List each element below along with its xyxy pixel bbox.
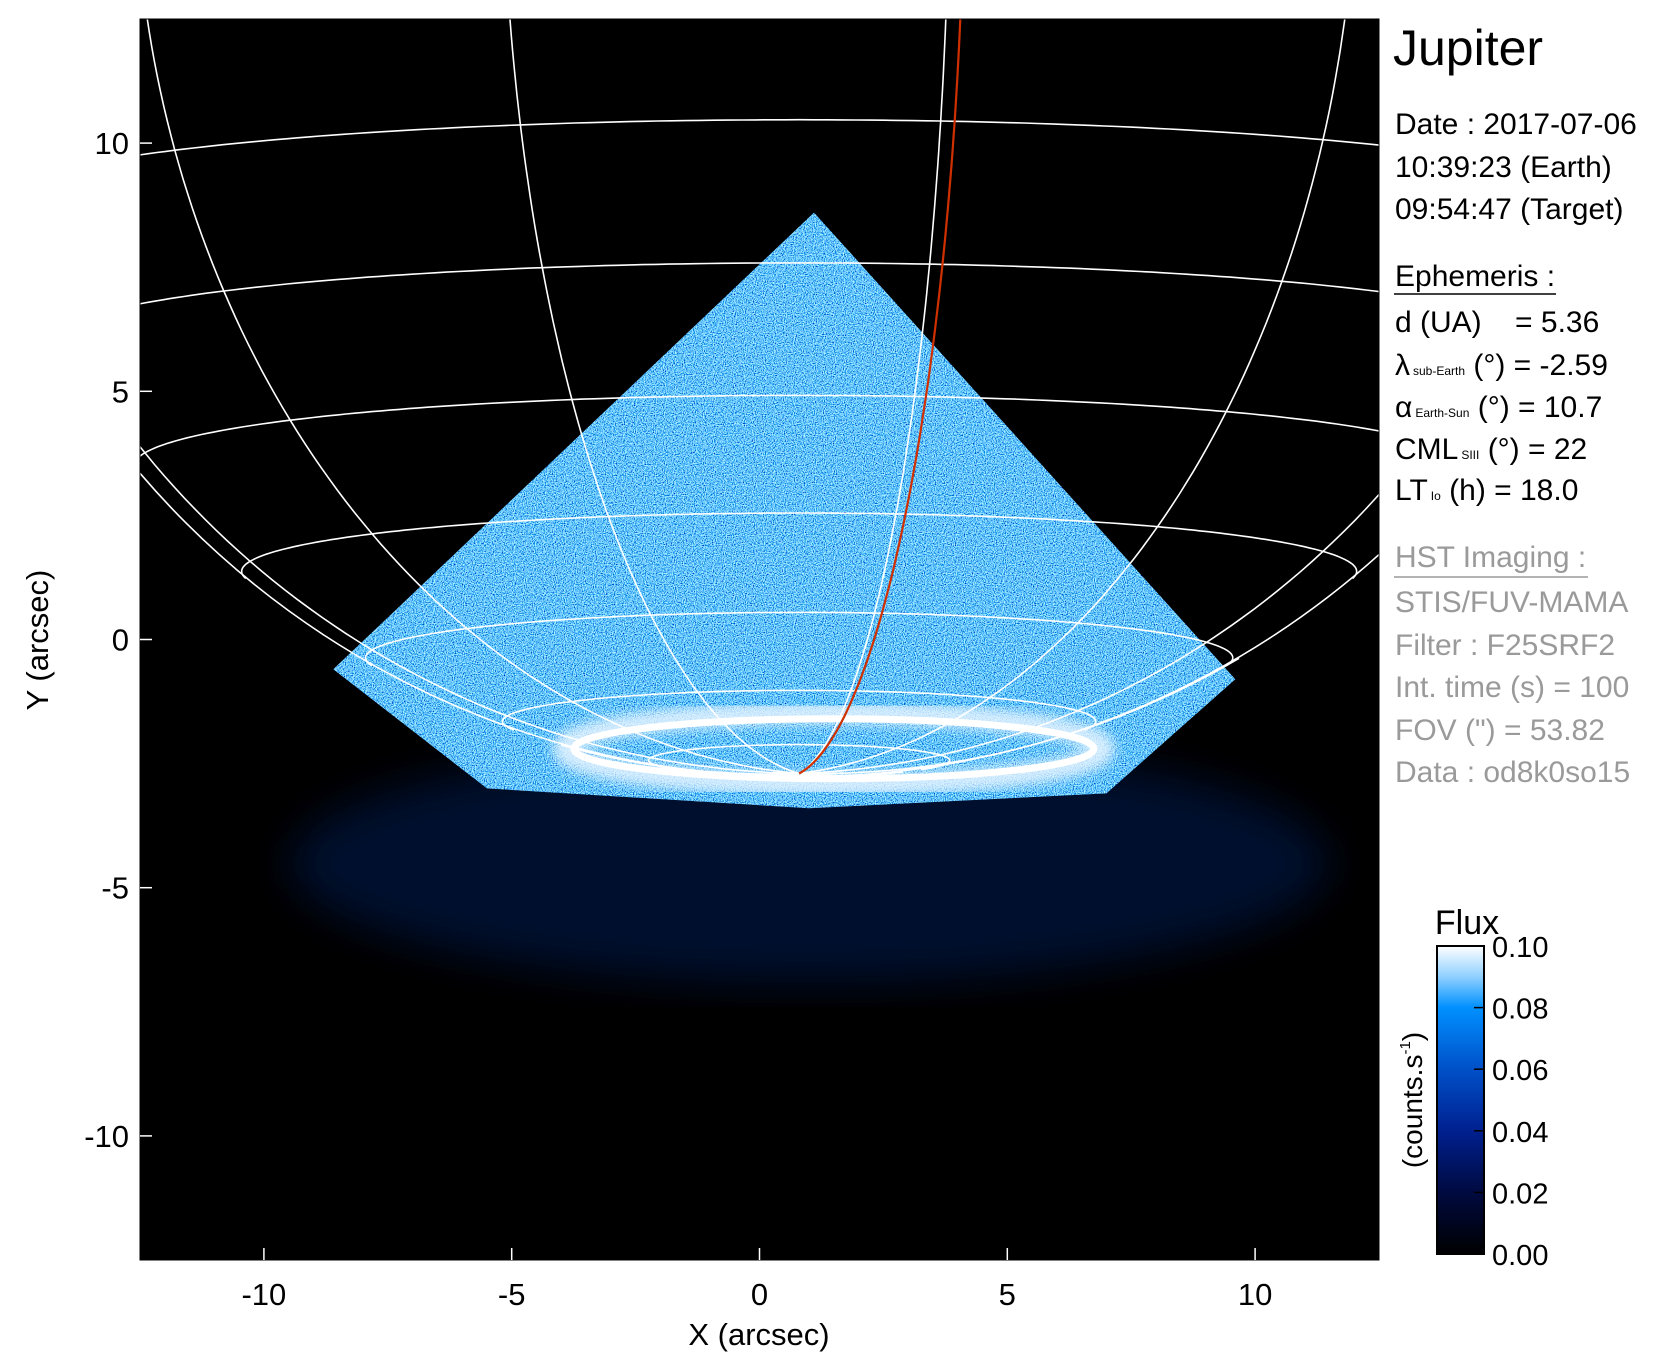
lat-lon-grid (140, 19, 1379, 779)
date-text: Date : 2017-07-06 (1395, 108, 1637, 141)
hst-row: Int. time (s) = 100 (1395, 671, 1629, 704)
ephemeris-list: d (UA) = 5.36 λ sub-Earth (°) = -2.59 α Eart… (1395, 306, 1608, 507)
diffuse-glow (289, 742, 1330, 983)
x-tick-label: 5 (999, 1277, 1016, 1312)
x-tick-label: -10 (241, 1277, 286, 1312)
meridian-line (140, 445, 800, 775)
highlight-meridian (798, 19, 962, 775)
y-tick-label: 0 (112, 623, 129, 658)
colorbar-unit-label: (counts.s-1) (1397, 1032, 1428, 1168)
ephemeris-row: d (UA) = 5.36 (1395, 306, 1599, 339)
meridian-line (798, 19, 947, 775)
image-plot (140, 19, 1379, 1260)
hst-row: Filter : F25SRF2 (1395, 629, 1615, 662)
hst-row: STIS/FUV-MAMA (1395, 586, 1628, 619)
observed-region-noise (333, 212, 1236, 809)
colorbar-tick-label: 0.00 (1492, 1240, 1548, 1272)
x-tick-label: 0 (751, 1277, 768, 1312)
ephemeris-row: LT Io (h) = 18.0 (1395, 474, 1578, 507)
meridian-line (799, 493, 1379, 775)
auroral-oval (552, 701, 1115, 796)
colorbar-tick-label: 0.02 (1492, 1178, 1548, 1210)
emission-layer (289, 212, 1330, 983)
y-tick-label: -5 (101, 871, 129, 906)
time-target-text: 09:54:47 (Target) (1395, 193, 1623, 226)
time-earth-text: 10:39:23 (Earth) (1395, 151, 1612, 184)
x-tick-label: -5 (498, 1277, 526, 1312)
x-tick-label: 10 (1238, 1277, 1272, 1312)
ephemeris-row: α Earth-Sun (°) = 10.7 (1395, 391, 1602, 424)
planet-title: Jupiter (1393, 20, 1543, 76)
colorbar-tick-label: 0.06 (1492, 1055, 1548, 1087)
y-tick-label: 5 (112, 374, 129, 409)
colorbar-tick-label: 0.08 (1492, 994, 1548, 1026)
hst-list: STIS/FUV-MAMA Filter : F25SRF2 Int. time (… (1395, 586, 1630, 789)
planet-limb (140, 471, 1379, 778)
y-tick-label: 10 (95, 126, 129, 161)
colorbar-tick-label: 0.10 (1492, 932, 1548, 964)
meridian-line (509, 19, 800, 775)
x-axis-label: X (arcsec) (688, 1317, 829, 1352)
hst-row: FOV (") = 53.82 (1395, 714, 1605, 747)
y-axis-label: Y (arcsec) (20, 570, 55, 711)
parallel-line (140, 262, 1379, 305)
parallel-line (140, 394, 1379, 458)
hst-header: HST Imaging : (1395, 541, 1586, 574)
ephemeris-header: Ephemeris : (1395, 260, 1555, 293)
y-axis-ticks: -10 -5 0 5 10 (84, 126, 152, 1154)
ephemeris-row: CML SIII (°) = 22 (1395, 433, 1587, 466)
colorbar-tick-label: 0.04 (1492, 1117, 1548, 1149)
meridian-line (146, 19, 800, 775)
y-tick-label: -10 (84, 1119, 129, 1154)
colorbar (1436, 945, 1485, 1255)
colorbar-ticks: 0.00 0.02 0.04 0.06 0.08 0.10 (1474, 932, 1548, 1272)
x-axis-ticks: -10 -5 0 5 10 (241, 1248, 1272, 1312)
ephemeris-row: λ sub-Earth (°) = -2.59 (1395, 349, 1608, 382)
meridian-line (798, 19, 1346, 775)
parallel-line (140, 118, 1379, 156)
hst-row: Data : od8k0so15 (1395, 756, 1630, 789)
colorbar-title: Flux (1435, 904, 1499, 942)
